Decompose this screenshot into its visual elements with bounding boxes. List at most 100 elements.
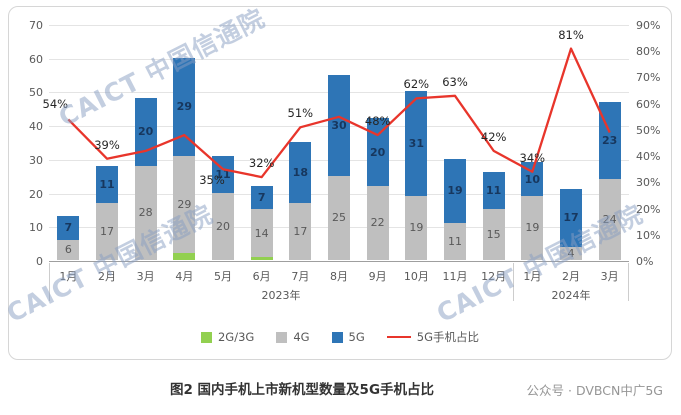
month-axis-label: 6月: [252, 270, 271, 283]
legend-item: 2G/3G: [200, 330, 255, 344]
left-axis-tick-label: 70: [29, 19, 43, 32]
line-percent-label: 48%: [364, 114, 391, 129]
right-axis-tick-label: 40%: [636, 150, 661, 164]
bar-value-label: 11: [215, 167, 231, 181]
line-percent-label: 34%: [519, 150, 546, 165]
bar-value-label: 19: [525, 221, 540, 235]
bar-value-label: 20: [138, 125, 154, 139]
bar-value-label: 14: [254, 226, 269, 240]
stacked-bar: 17 18: [289, 142, 312, 260]
bar-segment-5G: 7: [250, 185, 273, 210]
stacked-bar: 15 11: [482, 172, 505, 260]
line-percent-label: 54%: [42, 97, 69, 112]
bar-value-label: 11: [486, 184, 502, 198]
figure-caption: 图2 国内手机上市新机型数量及5G手机占比: [169, 382, 435, 398]
bar-segment-5G: 10: [521, 162, 544, 196]
right-axis-tick-label: 50%: [636, 123, 661, 137]
bar-segment-4G: 4: [559, 246, 582, 260]
stacked-bar: 22 20: [366, 118, 389, 260]
bar-value-label: 20: [370, 145, 386, 159]
line-percent-label: 39%: [94, 137, 120, 152]
bar-segment-5G: 20: [366, 118, 389, 186]
5g-share-line: [67, 47, 611, 179]
stacked-bar: 11 19: [443, 158, 466, 260]
bar-column: 15 11: [474, 25, 513, 261]
source-note: 公众号 · DVBCN中广5G: [526, 383, 663, 398]
bar-column: 14 7: [242, 25, 281, 261]
gridline: [49, 25, 629, 26]
right-axis-tick-label: 30%: [636, 176, 661, 190]
bar-value-label: 22: [370, 216, 385, 230]
bar-segment-4G: 29: [173, 155, 196, 254]
bar-segment-4G: 28: [134, 165, 157, 260]
bar-column: 19 31: [397, 25, 436, 261]
right-axis-tick-label: 80%: [636, 45, 661, 59]
month-axis-label: 7月: [291, 270, 310, 283]
year-axis-label: 2023年: [261, 289, 301, 302]
legend-swatch-4G: [276, 331, 288, 343]
month-axis-label: 11月: [442, 270, 468, 283]
line-percent-label: 51%: [287, 106, 314, 121]
bar-segment-4G: 14: [250, 209, 273, 257]
bar-column: 29 29: [165, 25, 204, 261]
stacked-bar: 14 7: [250, 185, 273, 260]
bar-segment-5G: 30: [327, 74, 350, 176]
bar-value-label: 29: [177, 197, 192, 211]
bar-segment-5G: 19: [443, 158, 466, 223]
bar-segment-4G: 19: [521, 195, 544, 260]
bar-value-label: 18: [292, 165, 308, 179]
right-axis-tick-label: 60%: [636, 97, 661, 111]
bar-column: 17 11: [88, 25, 127, 261]
legend-label: 4G: [293, 330, 310, 344]
stacked-bar: 4 17: [559, 189, 582, 260]
bar-value-label: 19: [409, 221, 424, 235]
bar-value-label: 19: [447, 184, 463, 198]
bar-column: 17 18: [281, 25, 320, 261]
bar-value-label: 10: [524, 172, 540, 186]
month-axis-label: 4月: [175, 270, 194, 283]
chart-card: 0 10 20 30 40 50 60 70 0% 10% 20% 30% 40% 50% 60% 70% 80…: [8, 6, 672, 360]
bar-segment-4G: 25: [327, 175, 350, 260]
month-axis-label: 5月: [213, 270, 232, 283]
bar-value-label: 23: [602, 133, 618, 147]
bar-segment-5G: 7: [57, 216, 80, 240]
bar-value-label: 6: [64, 243, 72, 257]
bar-segment-5G: 17: [559, 189, 582, 247]
axis-group-separator: [49, 263, 50, 301]
bar-value-label: 30: [331, 118, 347, 132]
legend-item: 5G手机占比: [386, 329, 480, 345]
right-axis-tick-label: 20%: [636, 202, 661, 216]
bar-segment-2G/3G: [250, 256, 273, 260]
bar-column: 11 19: [436, 25, 475, 261]
axis-group-separator: [513, 263, 514, 301]
bar-segment-4G: 15: [482, 209, 505, 260]
line-percent-label: 42%: [480, 129, 507, 144]
line-percent-label: 32%: [248, 156, 275, 171]
bar-value-label: 7: [257, 191, 266, 205]
legend-item: 4G: [276, 330, 310, 344]
bar-value-label: 20: [215, 219, 230, 233]
legend-label: 5G手机占比: [416, 330, 480, 344]
bar-value-label: 28: [138, 206, 153, 220]
right-axis-tick-label: 0%: [636, 255, 654, 268]
stacked-bar: 25 30: [327, 74, 350, 260]
right-axis-tick-label: 10%: [636, 228, 661, 242]
bar-value-label: 7: [64, 221, 73, 235]
bar-segment-5G: 11: [482, 172, 505, 210]
month-axis-label: 3月: [600, 270, 619, 283]
bar-value-label: 4: [567, 246, 575, 260]
legend-swatch-5G: [331, 331, 343, 343]
stacked-bar: 17 11: [95, 165, 118, 260]
month-axis-label: 2月: [97, 270, 116, 283]
stacked-bar: 19 10: [521, 162, 544, 260]
legend-label: 2G/3G: [217, 330, 255, 344]
bar-segment-5G: 11: [95, 165, 118, 203]
bar-value-label: 15: [486, 228, 501, 242]
line-percent-label: 81%: [558, 27, 584, 42]
bar-value-label: 31: [408, 137, 424, 151]
bar-value-label: 11: [447, 234, 462, 248]
plot-area: 0 10 20 30 40 50 60 70 0% 10% 20% 30% 40% 50% 60% 70% 80…: [29, 19, 660, 302]
bar-segment-4G: 6: [57, 239, 80, 260]
line-percent-label: 63%: [442, 74, 468, 89]
